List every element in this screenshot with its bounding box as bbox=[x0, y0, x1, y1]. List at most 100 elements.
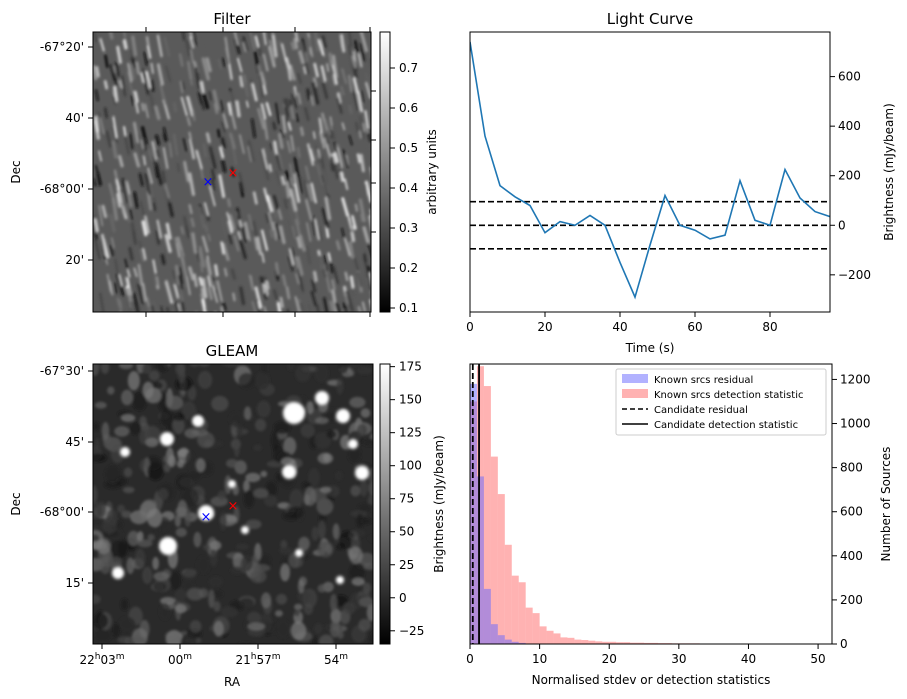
filter-ytick-label: 40' bbox=[65, 111, 84, 125]
lightcurve-xtick-label: 20 bbox=[537, 320, 552, 334]
gleam-colorbar-label: Brightness (mJy/beam) bbox=[432, 435, 446, 573]
gleam-colorbar-tick-label: 175 bbox=[399, 360, 422, 374]
gleam-xtick-label: 22h03m bbox=[79, 652, 124, 667]
histogram-bar-detection bbox=[651, 642, 658, 644]
gleam-xtick-label: 54m bbox=[324, 652, 348, 667]
filter-ytick-label: -67°20' bbox=[40, 40, 84, 54]
gleam-image bbox=[93, 364, 373, 644]
legend-label-candidate-detection: Candidate detection statistic bbox=[654, 420, 798, 431]
filter-colorbar-tick-label: 0.1 bbox=[399, 301, 418, 315]
histogram-ytick-label: 0 bbox=[840, 637, 848, 651]
histogram-bar-detection bbox=[511, 575, 519, 644]
histogram-bar-detection bbox=[616, 642, 624, 644]
gleam-panel: GLEAM -67°30' 45' -68°00' 15' 22h03m 00m 21h5… bbox=[9, 342, 446, 689]
histogram-ytick-label: 400 bbox=[840, 549, 863, 563]
gleam-ytick-label: 45' bbox=[65, 435, 84, 449]
histogram-bar-detection bbox=[609, 641, 617, 644]
lightcurve-ytick-label: 200 bbox=[838, 169, 861, 183]
histogram-ytick-label: 200 bbox=[840, 593, 863, 607]
gleam-marker-blue: × bbox=[201, 510, 212, 525]
histogram-xtick-label: 0 bbox=[466, 652, 474, 666]
gleam-source bbox=[355, 466, 369, 480]
histogram-ytick-label: 600 bbox=[840, 505, 863, 519]
lightcurve-xtick-label: 40 bbox=[612, 320, 627, 334]
filter-marker-blue: × bbox=[203, 175, 214, 190]
histogram-bar-detection bbox=[483, 386, 491, 644]
histogram-bar-residual bbox=[497, 635, 505, 644]
gleam-source bbox=[160, 432, 174, 446]
histogram-bar-residual bbox=[483, 588, 491, 644]
lightcurve-axes-frame bbox=[469, 31, 831, 313]
histogram-xlabel: Normalised stdev or detection statistics bbox=[532, 673, 771, 687]
histogram-bar-residual bbox=[504, 639, 512, 644]
histogram-bar-detection bbox=[602, 641, 610, 644]
filter-colorbar bbox=[379, 31, 391, 313]
gleam-source bbox=[120, 447, 130, 457]
gleam-source bbox=[315, 391, 329, 405]
gleam-source bbox=[228, 480, 236, 488]
histogram-xtick-label: 30 bbox=[671, 652, 686, 666]
histogram-ytick-label: 800 bbox=[840, 461, 863, 475]
histogram-legend: Known srcs residual Known srcs detection… bbox=[615, 368, 827, 436]
histogram-bar-detection bbox=[539, 626, 547, 644]
lightcurve-ytick-label: 0 bbox=[838, 218, 846, 232]
filter-colorbar-tick-label: 0.6 bbox=[399, 101, 418, 115]
filter-colorbar-tick-label: 0.5 bbox=[399, 141, 418, 155]
filter-colorbar-tick-label: 0.2 bbox=[399, 261, 418, 275]
lightcurve-xtick-label: 80 bbox=[762, 320, 777, 334]
histogram-bar-detection bbox=[637, 642, 645, 644]
lightcurve-ytick-label: −200 bbox=[838, 268, 871, 282]
gleam-marker-red: × bbox=[228, 499, 239, 514]
gleam-xtick-label: 00m bbox=[168, 652, 192, 667]
legend-label-candidate-residual: Candidate residual bbox=[654, 405, 748, 416]
legend-label-detection: Known srcs detection statistic bbox=[654, 390, 803, 401]
gleam-source bbox=[295, 549, 303, 557]
gleam-source bbox=[241, 526, 249, 534]
histogram-bar-detection bbox=[490, 456, 498, 644]
histogram-bar-detection bbox=[553, 633, 561, 644]
histogram-ytick-label: 1200 bbox=[840, 372, 871, 386]
gleam-colorbar-tick-label: 100 bbox=[399, 459, 422, 473]
histogram-axes-frame bbox=[469, 363, 833, 645]
lightcurve-title: Light Curve bbox=[607, 10, 693, 28]
gleam-ytick-label: -68°00' bbox=[40, 505, 84, 519]
gleam-colorbar-tick-label: 0 bbox=[399, 591, 407, 605]
gleam-source bbox=[159, 537, 177, 555]
histogram-bar-residual bbox=[476, 476, 484, 644]
filter-colorbar-label: arbitrary units bbox=[425, 129, 439, 215]
filter-image bbox=[93, 32, 371, 312]
gleam-colorbar-tick-label: 75 bbox=[399, 492, 414, 506]
histogram-bar-detection bbox=[504, 544, 512, 644]
histogram-bar-detection bbox=[644, 642, 651, 644]
filter-ylabel: Dec bbox=[9, 160, 23, 183]
histogram-bar-detection bbox=[525, 607, 533, 644]
gleam-source bbox=[336, 576, 344, 584]
gleam-xlabel: RA bbox=[224, 675, 241, 689]
gleam-source bbox=[198, 505, 214, 521]
filter-marker-red: × bbox=[228, 166, 239, 181]
legend-swatch-detection bbox=[622, 389, 648, 398]
filter-panel: Filter -67°20' 40' -68°00' 20' Dec × × 0.1 0… bbox=[9, 10, 439, 317]
histogram-bar-detection bbox=[623, 642, 631, 644]
lightcurve-xlabel: Time (s) bbox=[625, 341, 675, 355]
histogram-xtick-label: 40 bbox=[741, 652, 756, 666]
gleam-colorbar-tick-label: 50 bbox=[399, 525, 414, 539]
histogram-bar-detection bbox=[581, 640, 589, 644]
gleam-source bbox=[192, 415, 204, 427]
filter-title: Filter bbox=[213, 10, 251, 28]
gleam-ytick-label: -67°30' bbox=[40, 364, 84, 378]
histogram-xtick-label: 10 bbox=[532, 652, 547, 666]
gleam-source bbox=[282, 465, 296, 479]
histogram-bar-detection bbox=[546, 630, 554, 644]
gleam-xtick-label: 21h57m bbox=[235, 652, 280, 667]
gleam-axes-frame bbox=[92, 363, 374, 645]
legend-swatch-residual bbox=[622, 374, 648, 383]
gleam-colorbar-tick-label: −25 bbox=[399, 624, 424, 638]
histogram-bar-detection bbox=[497, 494, 505, 644]
filter-axes-frame bbox=[92, 31, 372, 313]
lightcurve-xtick-label: 60 bbox=[687, 320, 702, 334]
histogram-bar-detection bbox=[567, 637, 575, 644]
gleam-source bbox=[112, 567, 124, 579]
lightcurve-panel: Light Curve 0 20 40 60 80 −200 0 200 400 600 Time… bbox=[466, 10, 896, 355]
